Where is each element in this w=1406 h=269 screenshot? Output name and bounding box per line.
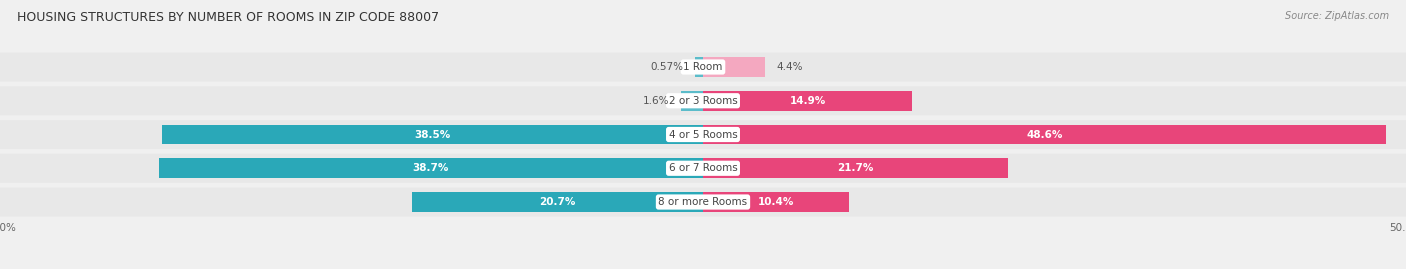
Text: 4 or 5 Rooms: 4 or 5 Rooms	[669, 129, 737, 140]
Text: 4.4%: 4.4%	[776, 62, 803, 72]
Bar	[703, 57, 765, 77]
Text: 38.5%: 38.5%	[415, 129, 450, 140]
Bar	[412, 192, 703, 212]
Bar	[703, 158, 1008, 178]
Text: 21.7%: 21.7%	[838, 163, 873, 173]
Bar	[681, 91, 703, 111]
Text: 1 Room: 1 Room	[683, 62, 723, 72]
Text: 8 or more Rooms: 8 or more Rooms	[658, 197, 748, 207]
Text: 38.7%: 38.7%	[413, 163, 449, 173]
Text: 10.4%: 10.4%	[758, 197, 794, 207]
FancyBboxPatch shape	[0, 86, 1406, 115]
Text: 2 or 3 Rooms: 2 or 3 Rooms	[669, 96, 737, 106]
Text: Source: ZipAtlas.com: Source: ZipAtlas.com	[1285, 11, 1389, 21]
Bar	[703, 125, 1386, 144]
FancyBboxPatch shape	[0, 187, 1406, 217]
Text: 1.6%: 1.6%	[643, 96, 669, 106]
Text: 0.57%: 0.57%	[651, 62, 683, 72]
FancyBboxPatch shape	[0, 52, 1406, 82]
Text: 6 or 7 Rooms: 6 or 7 Rooms	[669, 163, 737, 173]
FancyBboxPatch shape	[0, 154, 1406, 183]
Text: HOUSING STRUCTURES BY NUMBER OF ROOMS IN ZIP CODE 88007: HOUSING STRUCTURES BY NUMBER OF ROOMS IN…	[17, 11, 439, 24]
Bar	[162, 125, 703, 144]
Text: 20.7%: 20.7%	[540, 197, 575, 207]
Bar	[703, 192, 849, 212]
Bar	[695, 57, 703, 77]
Legend: Owner-occupied, Renter-occupied: Owner-occupied, Renter-occupied	[582, 268, 824, 269]
Bar	[703, 91, 912, 111]
Text: 14.9%: 14.9%	[790, 96, 825, 106]
FancyBboxPatch shape	[0, 120, 1406, 149]
Text: 48.6%: 48.6%	[1026, 129, 1063, 140]
Bar	[159, 158, 703, 178]
